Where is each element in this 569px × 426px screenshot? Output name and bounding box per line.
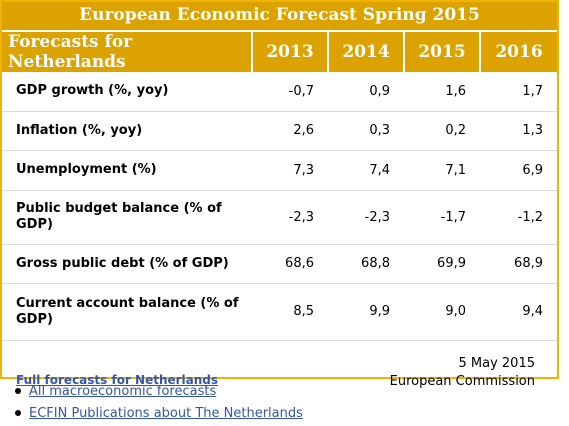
table-row: Gross public debt (% of GDP) 68,6 68,8 6… <box>2 244 557 284</box>
table-row: Unemployment (%) 7,3 7,4 7,1 6,9 <box>2 150 557 191</box>
year-header: 2013 <box>251 30 328 72</box>
row-label: Inflation (%, yoy) <box>2 111 252 151</box>
row-label: Gross public debt (% of GDP) <box>2 244 252 284</box>
all-forecasts-link[interactable]: All macroeconomic forecasts <box>29 383 217 399</box>
forecast-panel: European Economic Forecast Spring 2015 F… <box>0 0 559 389</box>
cell-value: 0,3 <box>328 111 404 151</box>
publication-date: 5 May 2015 <box>458 355 536 371</box>
row-label: GDP growth (%, yoy) <box>2 72 252 112</box>
cell-value: -0,7 <box>252 72 328 112</box>
bullet-icon <box>15 388 21 394</box>
cell-value: 2,6 <box>252 111 328 151</box>
cell-value: 9,4 <box>480 283 557 341</box>
table-header-row: Forecasts for Netherlands 2013 2014 2015… <box>2 30 557 72</box>
cell-value: 68,8 <box>328 244 404 284</box>
cell-value: 0,9 <box>328 72 404 112</box>
year-header: 2016 <box>479 30 557 72</box>
cell-value: 0,2 <box>404 111 480 151</box>
cell-value: 7,1 <box>404 150 480 191</box>
cell-value: 7,3 <box>252 150 328 191</box>
cell-value: 7,4 <box>328 150 404 191</box>
row-label: Unemployment (%) <box>2 150 252 191</box>
table-row: GDP growth (%, yoy) -0,7 0,9 1,6 1,7 <box>2 72 557 112</box>
cell-value: 68,6 <box>252 244 328 284</box>
cell-value: -1,7 <box>404 190 480 245</box>
cell-value: 9,9 <box>328 283 404 341</box>
cell-value: 69,9 <box>404 244 480 284</box>
cell-value: 68,9 <box>480 244 557 284</box>
year-header: 2014 <box>327 30 404 72</box>
list-item: ECFIN Publications about The Netherlands <box>8 402 303 424</box>
table-row: Current account balance (% of GDP) 8,5 9… <box>2 283 557 341</box>
panel-title: European Economic Forecast Spring 2015 <box>2 2 557 30</box>
table-row: Inflation (%, yoy) 2,6 0,3 0,2 1,3 <box>2 111 557 151</box>
cell-value: 8,5 <box>252 283 328 341</box>
cell-value: -1,2 <box>480 190 557 245</box>
forecast-table: Forecasts for Netherlands 2013 2014 2015… <box>2 30 557 341</box>
cell-value: 1,7 <box>480 72 557 112</box>
year-header: 2015 <box>403 30 480 72</box>
bullet-icon <box>15 410 21 416</box>
list-item: All macroeconomic forecasts <box>8 380 303 402</box>
cell-value: 1,6 <box>404 72 480 112</box>
related-links-list: All macroeconomic forecasts ECFIN Public… <box>8 380 303 424</box>
row-label: Public budget balance (% of GDP) <box>2 190 252 245</box>
cell-value: -2,3 <box>328 190 404 245</box>
cell-value: -2,3 <box>252 190 328 245</box>
cell-value: 9,0 <box>404 283 480 341</box>
table-row: Public budget balance (% of GDP) -2,3 -2… <box>2 190 557 245</box>
ecfin-publications-link[interactable]: ECFIN Publications about The Netherlands <box>29 405 303 421</box>
table-header-label: Forecasts for Netherlands <box>2 30 252 72</box>
cell-value: 1,3 <box>480 111 557 151</box>
row-label: Current account balance (% of GDP) <box>2 283 252 341</box>
panel-footer: Full forecasts for Netherlands 5 May 201… <box>2 341 557 389</box>
cell-value: 6,9 <box>480 150 557 191</box>
publication-source: European Commission <box>389 373 535 389</box>
full-forecasts-link[interactable]: Full forecasts for Netherlands <box>16 372 219 387</box>
